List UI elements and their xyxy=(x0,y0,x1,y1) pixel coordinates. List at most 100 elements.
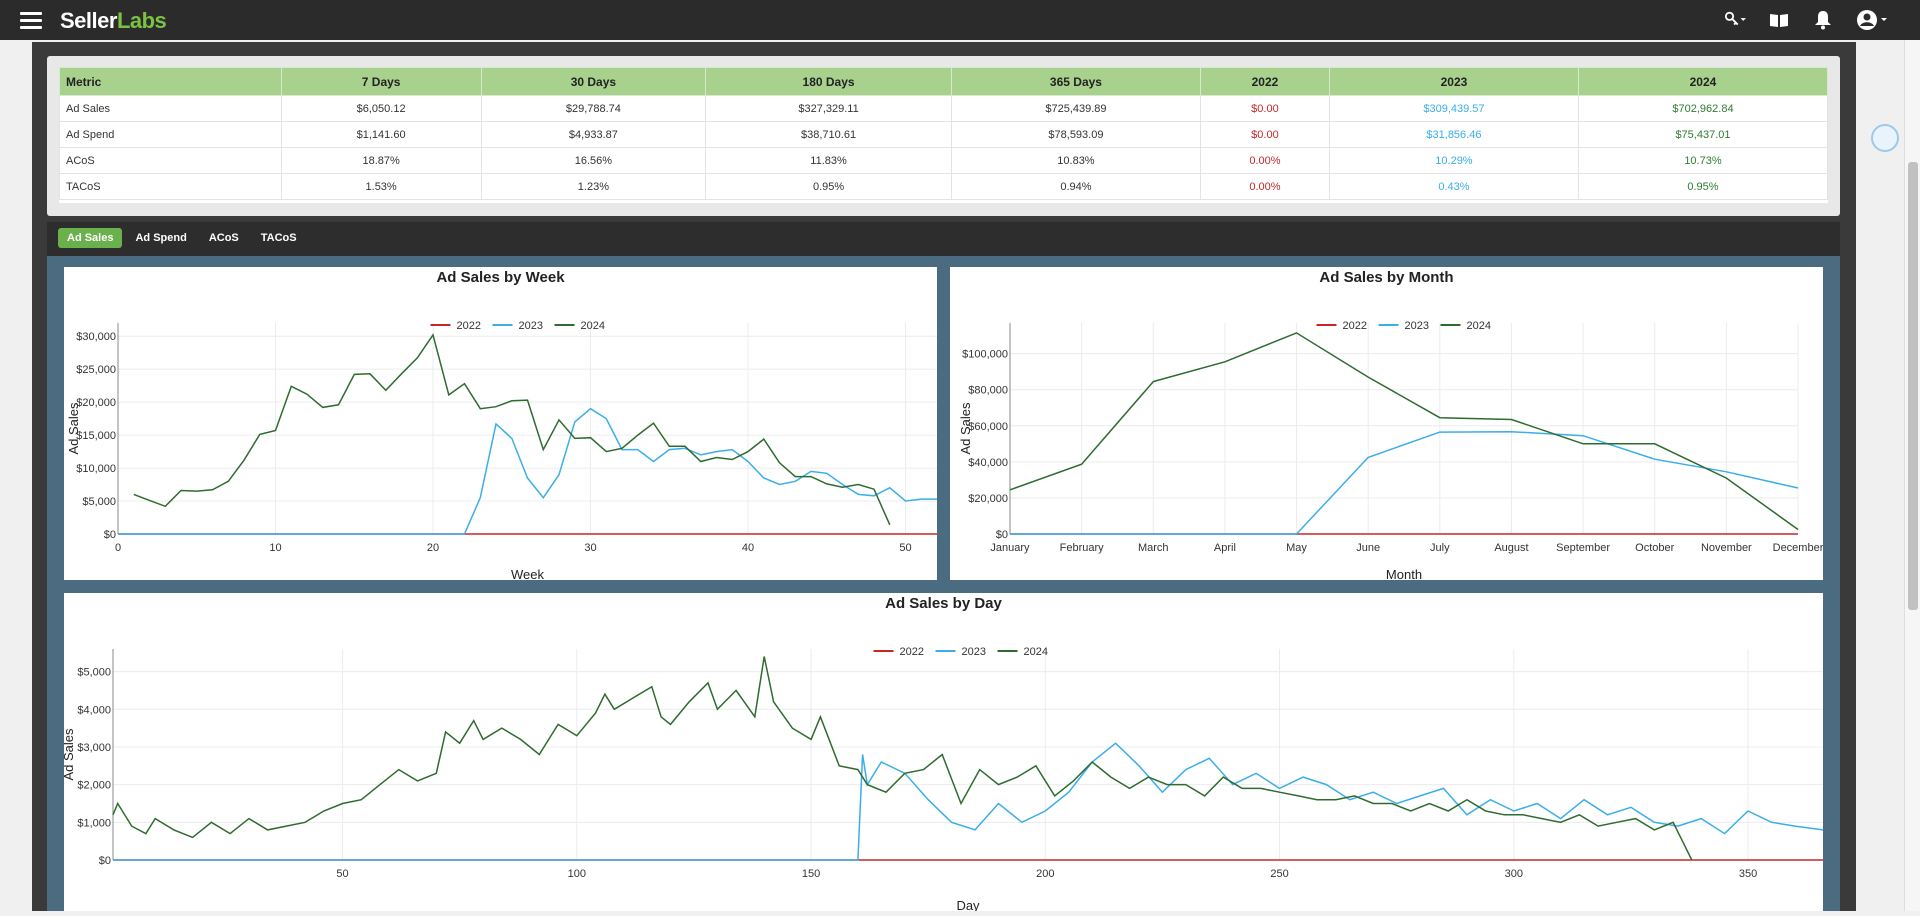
column-header: 2024 xyxy=(1577,67,1829,96)
month-chart[interactable]: $0 $20,000 $40,000 $60,000 $80,000 $100,000 Ja… xyxy=(950,267,1824,582)
y-tick-label: $0 xyxy=(996,529,1008,541)
table-cell: $702,962.84 xyxy=(1577,95,1829,122)
y-tick-label: $1,000 xyxy=(77,817,111,829)
table-cell: $0.00 xyxy=(1199,95,1330,122)
logo-main: Seller xyxy=(60,8,117,33)
user-icon[interactable] xyxy=(1856,9,1890,31)
y-tick-label: $4,000 xyxy=(77,704,111,716)
x-tick-label: January xyxy=(990,542,1030,554)
legend-label: 2022 xyxy=(1343,320,1367,332)
top-navbar: SellerLabs xyxy=(0,0,1920,40)
table-cell: 10.73% xyxy=(1577,147,1829,174)
table-row: TACoS 1.53% 1.23% 0.95% 0.94% 0.00% 0.43% 0.95% xyxy=(59,173,1829,200)
x-tick-label: September xyxy=(1556,542,1610,554)
y-axis-label: Ad Sales xyxy=(64,728,76,781)
series-line-2024 xyxy=(1009,332,1799,531)
logo-accent: Labs xyxy=(116,8,167,33)
series-line-2024 xyxy=(133,333,891,526)
legend-label: 2024 xyxy=(1024,646,1048,658)
x-axis-label: Day xyxy=(956,898,980,911)
x-axis-label: Month xyxy=(1386,567,1422,580)
x-tick-label: 250 xyxy=(1270,868,1288,880)
y-tick-label: $20,000 xyxy=(968,493,1008,505)
table-cell: $0.00 xyxy=(1199,121,1330,148)
y-tick-label: $3,000 xyxy=(77,742,111,754)
y-tick-label: $5,000 xyxy=(82,496,116,508)
y-tick-label: $2,000 xyxy=(77,780,111,792)
week-chart-title: Ad Sales by Week xyxy=(436,269,565,286)
x-tick-label: 30 xyxy=(584,542,596,554)
column-header: 2022 xyxy=(1199,67,1330,96)
tab-ad-spend[interactable]: Ad Spend xyxy=(135,232,187,244)
table-cell: $327,329.11 xyxy=(705,95,952,122)
y-tick-label: $80,000 xyxy=(968,385,1008,397)
table-cell: $6,050.12 xyxy=(280,95,482,122)
table-row: Ad Spend $1,141.60 $4,933.87 $38,710.61 $78,… xyxy=(59,121,1829,148)
day-chart[interactable]: $0 $1,000 $2,000 $3,000 $4,000 $5,000 50 100 150… xyxy=(61,593,1824,913)
key-icon[interactable] xyxy=(1724,9,1746,31)
table-cell: TACoS xyxy=(59,173,282,200)
table-cell: $4,933.87 xyxy=(480,121,707,148)
week-chart[interactable]: $0 $5,000 $10,000 $15,000 $20,000 $25,000 $30,… xyxy=(64,267,937,582)
y-tick-label: $15,000 xyxy=(76,430,116,442)
table-cell: $78,593.09 xyxy=(950,121,1201,148)
column-header: 7 Days xyxy=(280,67,482,96)
menu-icon[interactable] xyxy=(20,12,42,29)
month-chart-title: Ad Sales by Month xyxy=(1319,269,1454,286)
table-cell: 10.29% xyxy=(1328,147,1579,174)
y-tick-label: $25,000 xyxy=(76,364,116,376)
x-tick-label: April xyxy=(1214,542,1236,554)
table-cell: 10.83% xyxy=(950,147,1201,174)
x-tick-label: October xyxy=(1635,542,1674,554)
x-tick-label: 300 xyxy=(1505,868,1523,880)
tab-ad-sales[interactable]: Ad Sales xyxy=(58,228,123,248)
y-tick-label: $100,000 xyxy=(962,349,1008,361)
day-chart-title: Ad Sales by Day xyxy=(885,595,1002,612)
table-cell: 1.53% xyxy=(280,173,482,200)
x-tick-label: 100 xyxy=(568,868,586,880)
x-tick-label: 350 xyxy=(1739,868,1757,880)
y-axis-label: Ad Sales xyxy=(66,402,81,455)
table-cell: 18.87% xyxy=(280,147,482,174)
x-tick-label: 40 xyxy=(742,542,754,554)
day-chart-card: Ad Sales by Day $0 $1,000 $2,000 $3,000 $4,0… xyxy=(61,593,1824,913)
week-chart-card: Ad Sales by Week $0 $5,000 $10,000 $15,000 $… xyxy=(64,267,937,582)
table-cell: $725,439.89 xyxy=(950,95,1201,122)
table-cell: 0.00% xyxy=(1199,173,1330,200)
metrics-table: Metric 7 Days 30 Days 180 Days 365 Days 2022 2… xyxy=(59,67,1829,200)
series-line-2024 xyxy=(112,656,1693,861)
table-cell: 16.56% xyxy=(480,147,707,174)
x-tick-label: 50 xyxy=(336,868,348,880)
y-tick-label: $20,000 xyxy=(76,397,116,409)
chat-widget-icon[interactable] xyxy=(1871,124,1899,152)
table-cell: 0.00% xyxy=(1199,147,1330,174)
table-cell: 11.83% xyxy=(705,147,952,174)
x-tick-label: December xyxy=(1773,542,1823,554)
x-tick-label: May xyxy=(1286,542,1307,554)
tab-acos[interactable]: ACoS xyxy=(208,232,239,244)
scroll-thumb[interactable] xyxy=(1908,162,1918,610)
table-cell: Ad Spend xyxy=(59,121,282,148)
tab-tacos[interactable]: TACoS xyxy=(260,232,297,244)
table-cell: $38,710.61 xyxy=(705,121,952,148)
table-cell: 0.43% xyxy=(1328,173,1579,200)
x-tick-label: March xyxy=(1138,542,1169,554)
y-tick-label: $10,000 xyxy=(76,463,116,475)
y-axis-label: Ad Sales xyxy=(958,402,973,455)
page-scrollbar[interactable] xyxy=(1904,40,1920,911)
month-chart-card: Ad Sales by Month $0 $20,000 $40,000 $60,00… xyxy=(950,267,1824,582)
app-logo[interactable]: SellerLabs xyxy=(60,8,167,34)
table-cell: $1,141.60 xyxy=(280,121,482,148)
series-line-2023 xyxy=(118,407,937,535)
y-tick-label: $0 xyxy=(99,855,111,867)
book-icon[interactable] xyxy=(1768,9,1790,31)
column-header: 30 Days xyxy=(480,67,707,96)
y-tick-label: $40,000 xyxy=(968,457,1008,469)
y-tick-label: $30,000 xyxy=(76,331,116,343)
table-row: ACoS 18.87% 16.56% 11.83% 10.83% 0.00% 10.29% 1… xyxy=(59,147,1829,174)
legend-label: 2022 xyxy=(900,646,924,658)
bell-icon[interactable] xyxy=(1812,9,1834,31)
column-header: 365 Days xyxy=(950,67,1201,96)
column-header: 180 Days xyxy=(705,67,952,96)
table-cell: $309,439.57 xyxy=(1328,95,1579,122)
